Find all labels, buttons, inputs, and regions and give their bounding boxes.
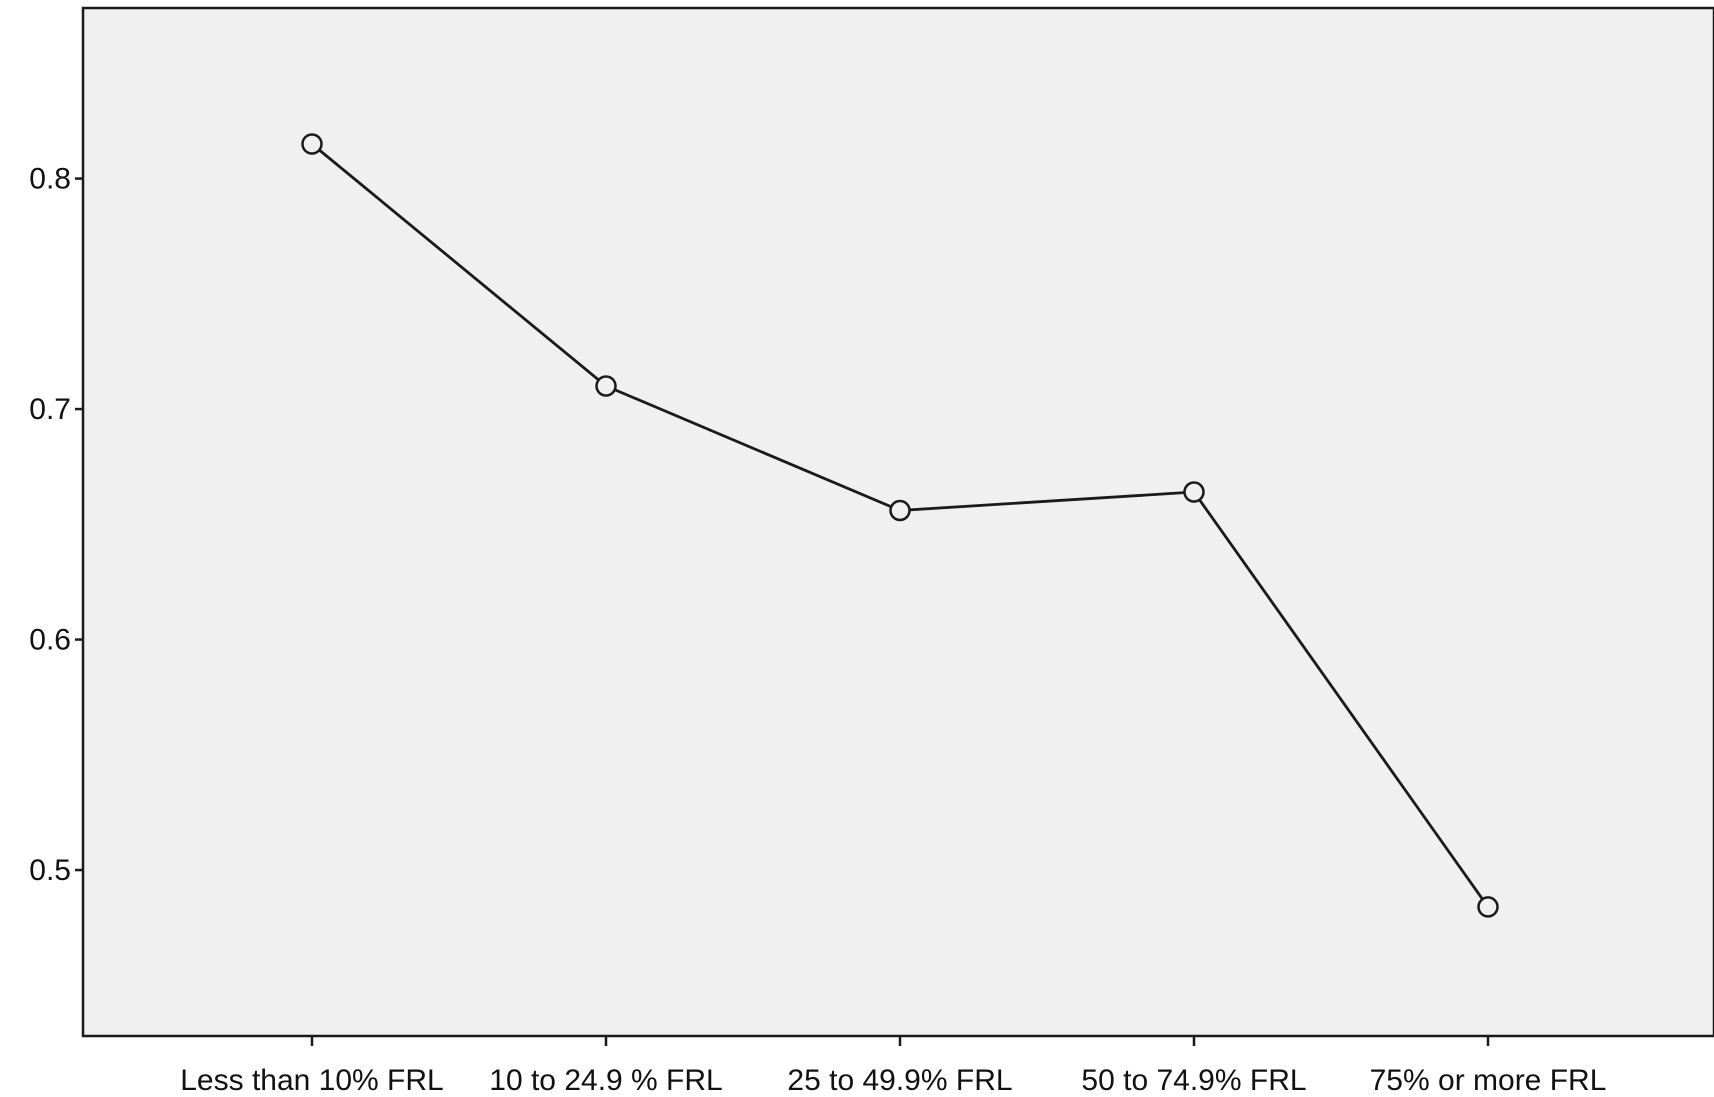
y-tick-label: 0.8: [29, 163, 71, 196]
x-tick-label: 75% or more FRL: [1370, 1064, 1607, 1097]
data-point-marker: [595, 375, 617, 397]
x-axis: Less than 10% FRL 10 to 24.9 % FRL 25 to 4…: [180, 1036, 1606, 1097]
data-point-marker: [301, 133, 323, 155]
x-tick-label: Less than 10% FRL: [180, 1064, 443, 1097]
data-point-marker: [1183, 481, 1205, 503]
y-tick-label: 0.5: [29, 854, 71, 887]
data-point-marker: [889, 499, 911, 522]
y-tick-label: 0.7: [29, 393, 71, 426]
y-tick-label: 0.6: [29, 624, 71, 657]
y-axis: 0.5 0.6 0.7 0.8: [29, 163, 83, 887]
series-layer: [301, 133, 1499, 918]
data-point-marker: [1477, 896, 1499, 918]
x-tick-label: 10 to 24.9 % FRL: [489, 1064, 722, 1097]
x-tick-label: 25 to 49.9% FRL: [787, 1064, 1012, 1097]
x-tick-label: 50 to 74.9% FRL: [1081, 1064, 1306, 1097]
